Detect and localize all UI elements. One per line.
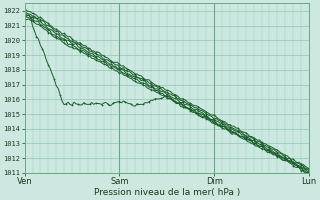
X-axis label: Pression niveau de la mer( hPa ): Pression niveau de la mer( hPa ): [94, 188, 240, 197]
